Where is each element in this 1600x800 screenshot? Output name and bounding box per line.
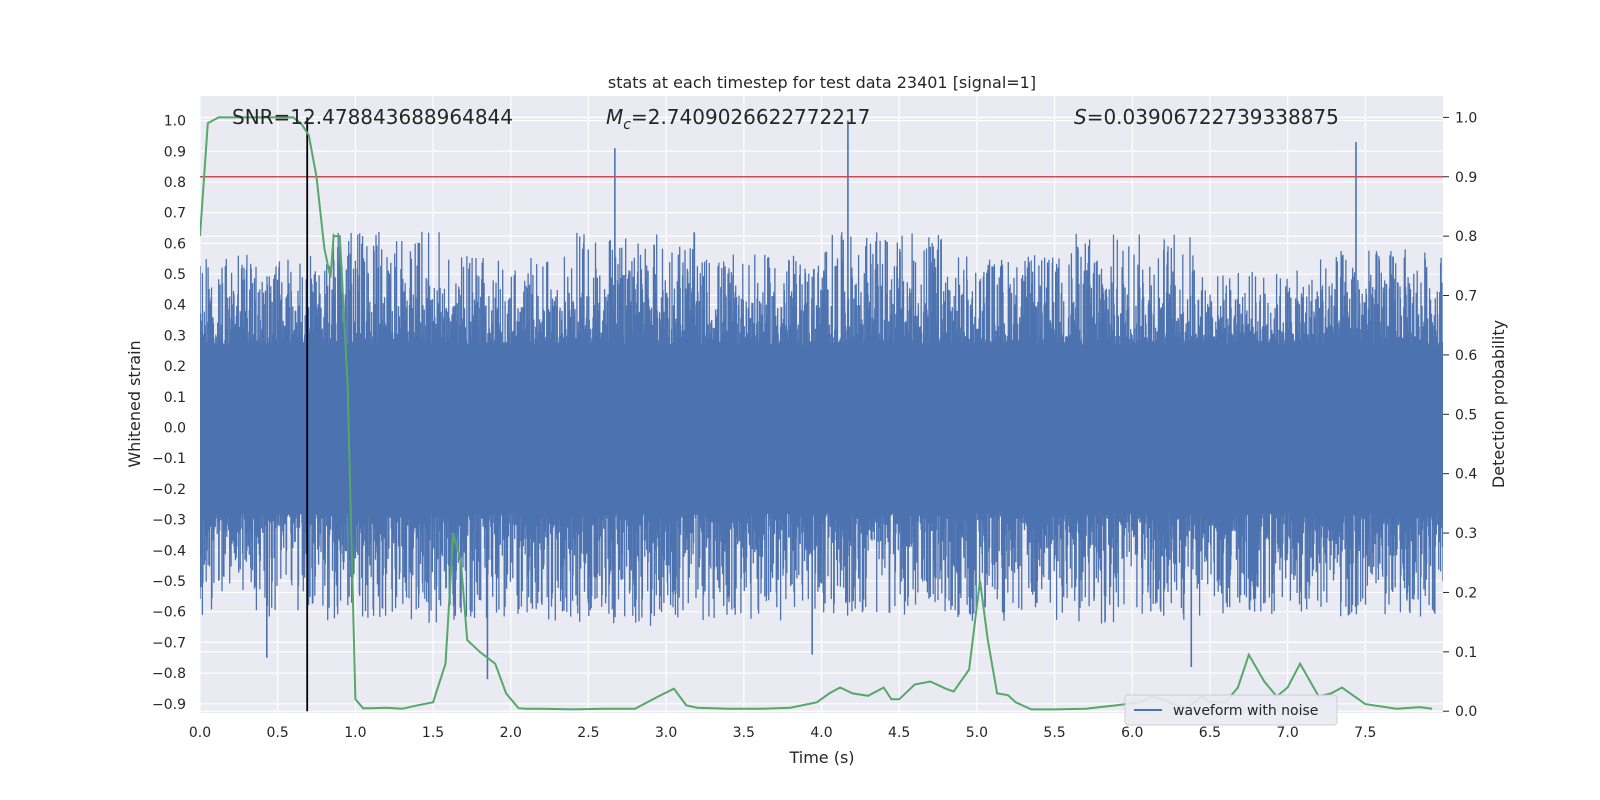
s-value: =0.03906722739338875 (1087, 105, 1339, 129)
y2-tick-label: 0.5 (1455, 407, 1477, 423)
x-tick-label: 0.5 (267, 725, 289, 741)
x-tick-label: 3.0 (655, 725, 677, 741)
legend-label: waveform with noise (1173, 703, 1318, 719)
y-tick-label: 0.0 (164, 421, 186, 437)
y2-axis-label: Detection probability (1489, 320, 1508, 488)
legend: waveform with noise (1124, 694, 1338, 726)
chart-title: stats at each timestep for test data 234… (608, 73, 1036, 92)
x-tick-label: 0.0 (189, 725, 211, 741)
x-tick-label: 1.5 (422, 725, 444, 741)
y2-tick-label: 0.3 (1455, 526, 1477, 542)
waveform-series (200, 120, 1443, 680)
y-tick-label: −0.7 (152, 635, 186, 651)
y-tick-label: −0.3 (152, 513, 186, 529)
y2-tick-label: 1.0 (1455, 110, 1477, 126)
reference-lines (200, 117, 1443, 712)
y-tick-label: 0.4 (164, 298, 186, 314)
x-tick-label: 2.5 (577, 725, 599, 741)
y2-tick-label: 0.6 (1455, 348, 1477, 364)
y2-tick-label: 0.1 (1455, 645, 1477, 661)
y-tick-label: 0.6 (164, 236, 186, 252)
y-tick-label: −0.5 (152, 574, 186, 590)
y2-tick-label: 0.4 (1455, 467, 1477, 483)
y-tick-label: −0.8 (152, 666, 186, 682)
x-tick-label: 5.5 (1043, 725, 1065, 741)
y2-tick-label: 0.0 (1455, 704, 1477, 720)
legend-box (1124, 694, 1338, 726)
snr-annotation: SNR=12.478843688964844 (232, 105, 513, 129)
x-tick-label: 2.0 (500, 725, 522, 741)
x-axis-label: Time (s) (788, 748, 854, 767)
x-tick-label: 7.5 (1354, 725, 1376, 741)
x-tick-label: 3.5 (733, 725, 755, 741)
s-symbol: S (1074, 105, 1087, 129)
x-tick-label: 4.5 (888, 725, 910, 741)
y-tick-label: 0.2 (164, 359, 186, 375)
y-tick-label: −0.6 (152, 605, 186, 621)
chirp-mass-annotation: Mc=2.7409026622772217 (606, 105, 870, 133)
y-axis-ticks: −0.9 −0.8 −0.7 −0.6 −0.5 −0.4 −0.3 −0.2 −0.1 0.0 0… (152, 114, 186, 713)
y-tick-label: 0.7 (164, 206, 186, 222)
y-tick-label: −0.2 (152, 482, 186, 498)
y2-tick-label: 0.2 (1455, 585, 1477, 601)
s-annotation: S=0.03906722739338875 (1074, 105, 1339, 129)
x-tick-label: 1.0 (344, 725, 366, 741)
y-tick-label: −0.1 (152, 451, 186, 467)
chirp-mass-symbol: M (606, 105, 623, 129)
y2-tick-label: 0.9 (1455, 170, 1477, 186)
x-tick-label: 6.5 (1199, 725, 1221, 741)
y-tick-label: 0.1 (164, 390, 186, 406)
chirp-mass-value: =2.7409026622772217 (631, 105, 870, 129)
y-tick-label: 0.9 (164, 144, 186, 160)
y-tick-label: 0.3 (164, 328, 186, 344)
waveform-line (200, 231, 1443, 626)
x-tick-label: 4.0 (810, 725, 832, 741)
y-tick-label: −0.4 (152, 543, 186, 559)
x-tick-label: 5.0 (966, 725, 988, 741)
y-tick-label: 0.5 (164, 267, 186, 283)
y-tick-label: 0.8 (164, 175, 186, 191)
x-tick-label: 7.0 (1276, 725, 1298, 741)
y-tick-label: −0.9 (152, 697, 186, 713)
y2-tick-label: 0.7 (1455, 289, 1477, 305)
y2-tick-label: 0.8 (1455, 229, 1477, 245)
chirp-mass-subscript: c (623, 117, 631, 133)
x-axis-ticks: 0.0 0.5 1.0 1.5 2.0 2.5 3.0 3.5 4.0 4.5 5.0 5.5 6.0 6… (189, 725, 1377, 741)
x-tick-label: 6.0 (1121, 725, 1143, 741)
y-axis-label: Whitened strain (125, 340, 144, 467)
y-tick-label: 1.0 (164, 114, 186, 130)
y2-axis-ticks: 0.0 0.1 0.2 0.3 0.4 0.5 0.6 0.7 0.8 0.9 1.0 (1443, 110, 1477, 720)
